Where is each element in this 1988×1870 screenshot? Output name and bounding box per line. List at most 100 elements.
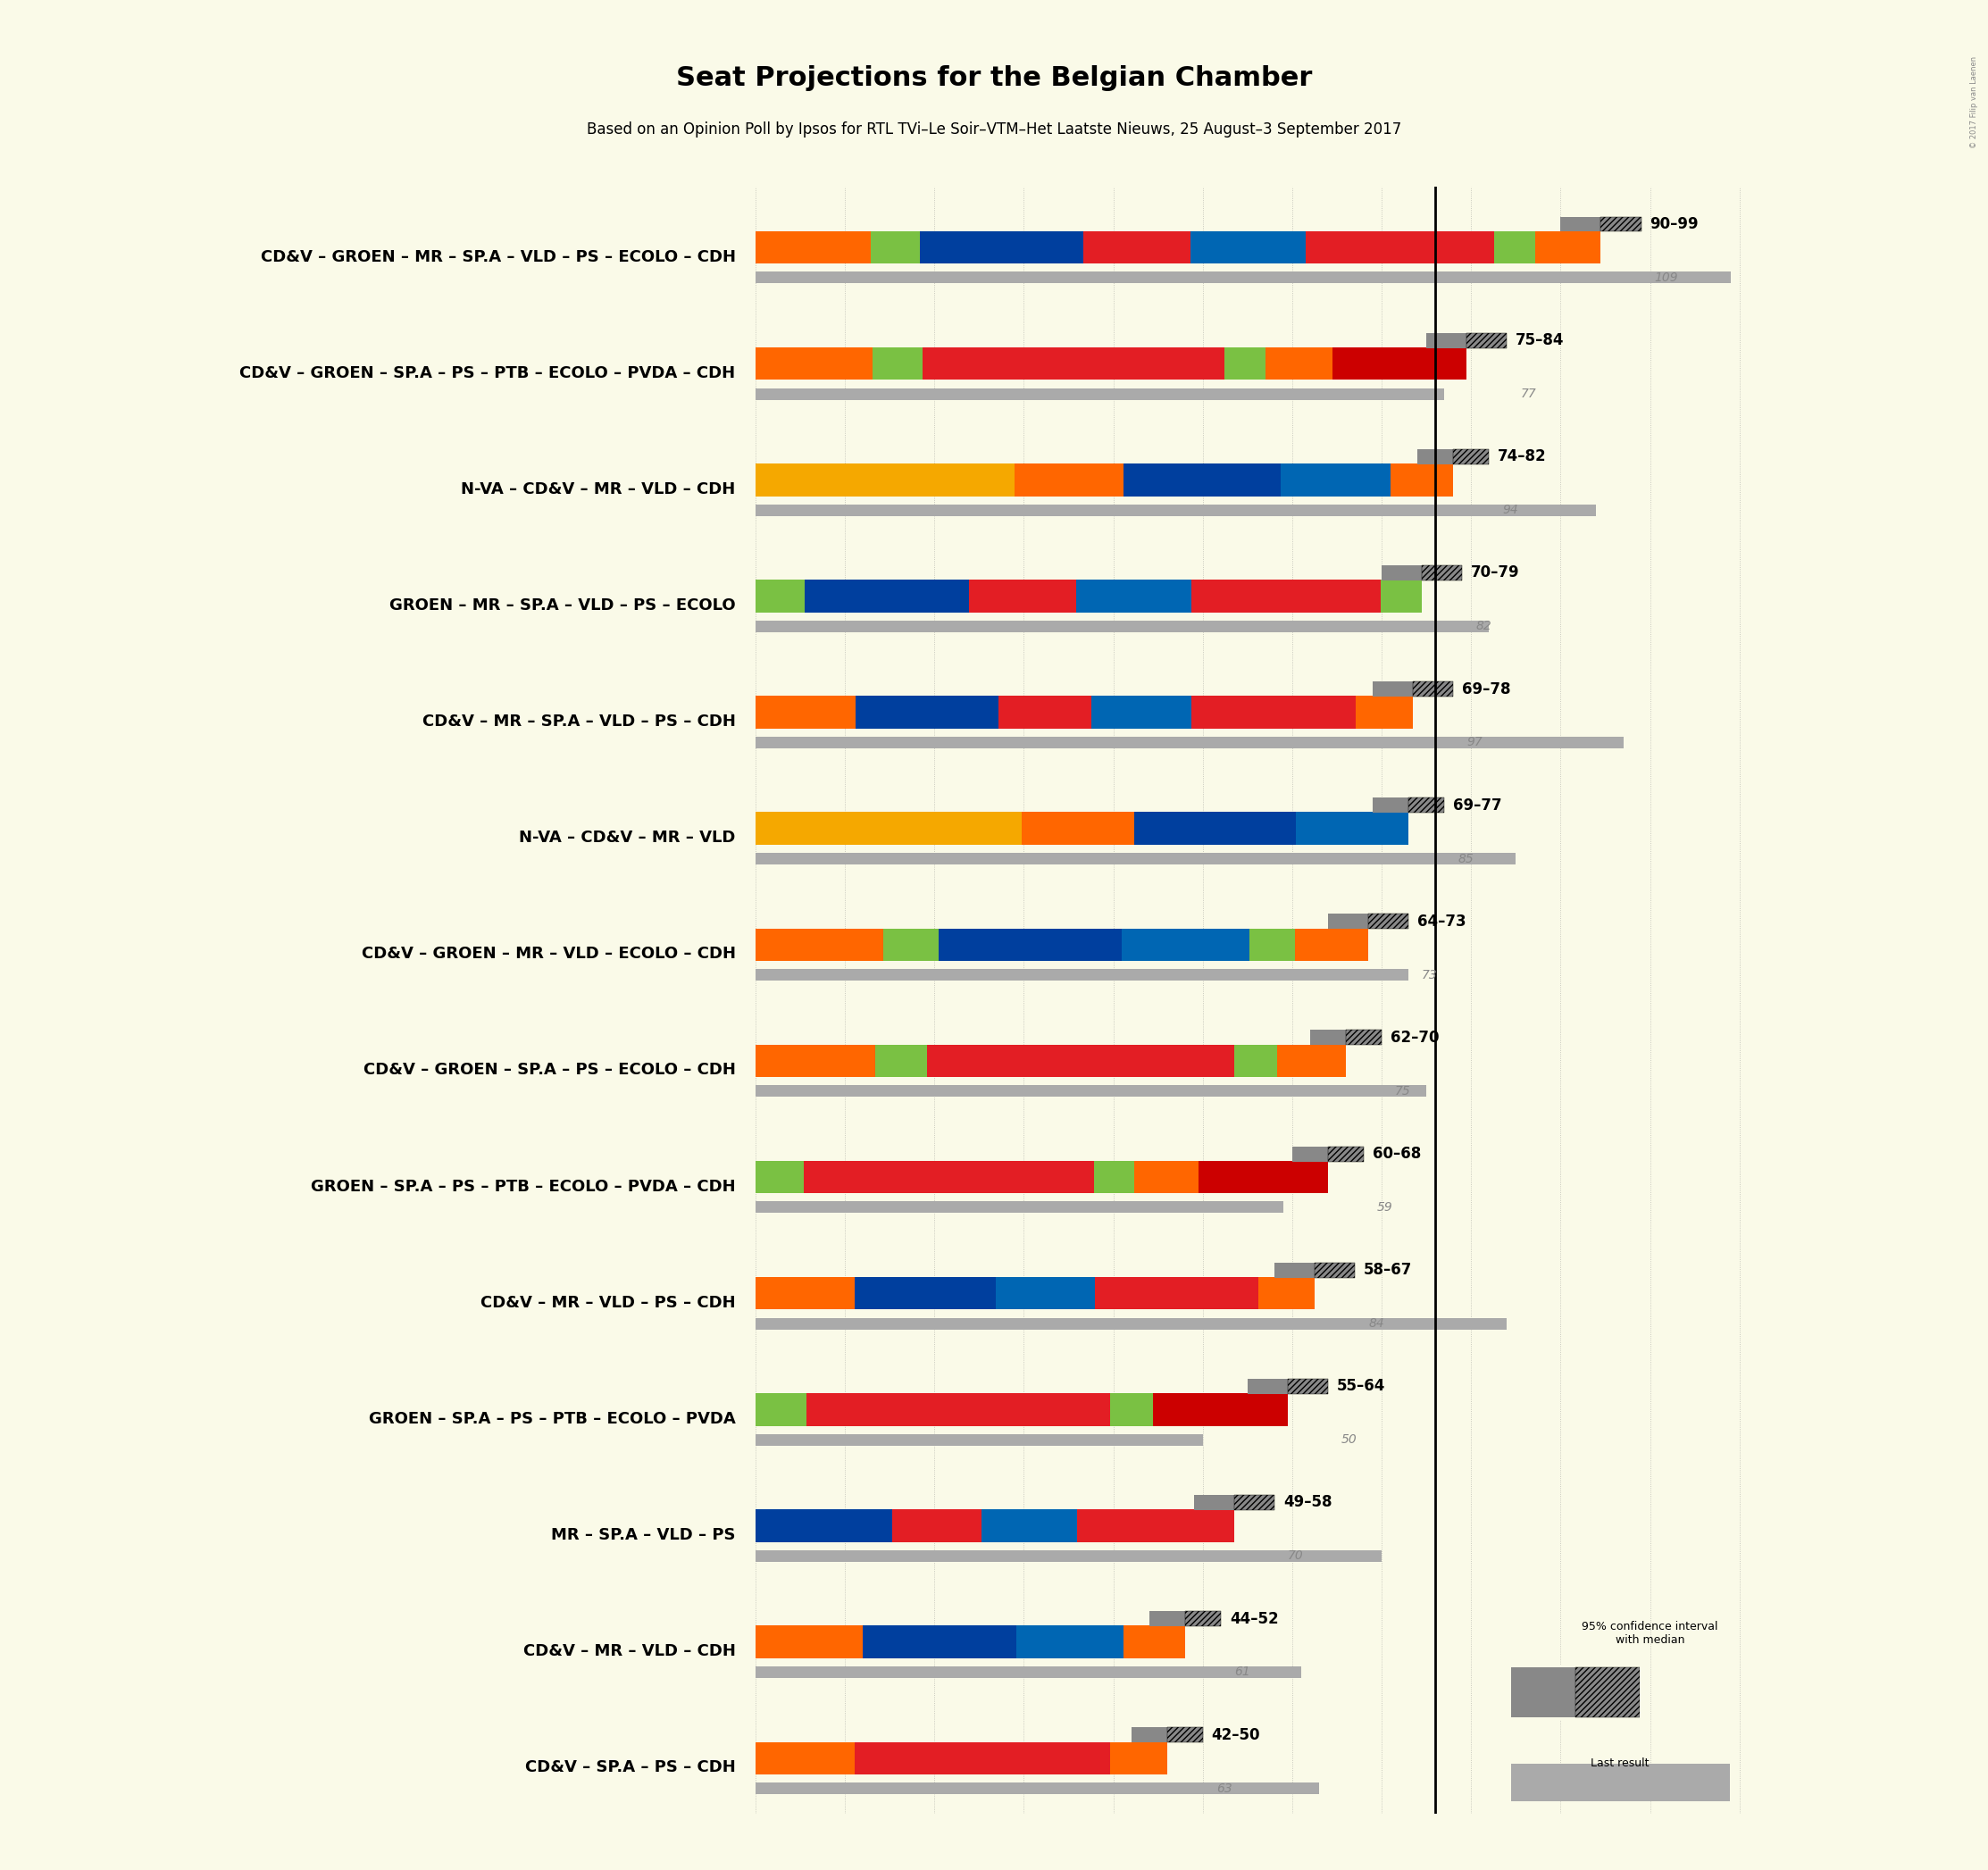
- Bar: [755, 1782, 1320, 1793]
- Bar: [1328, 1146, 1364, 1161]
- Bar: [1346, 1030, 1382, 1045]
- Bar: [1421, 565, 1461, 580]
- Bar: [883, 928, 938, 961]
- Text: 44–52: 44–52: [1229, 1610, 1278, 1627]
- Text: CD&V – MR – VLD – CDH: CD&V – MR – VLD – CDH: [523, 1644, 736, 1659]
- Text: CD&V – GROEN – SP.A – PS – PTB – ECOLO – PVDA – CDH: CD&V – GROEN – SP.A – PS – PTB – ECOLO –…: [241, 365, 736, 381]
- Text: 50: 50: [1342, 1434, 1358, 1446]
- Bar: [1038, 1045, 1235, 1077]
- Text: Last result: Last result: [1590, 1758, 1650, 1769]
- Bar: [1314, 1262, 1356, 1277]
- Text: 63: 63: [1217, 1782, 1233, 1795]
- Text: 69–78: 69–78: [1463, 681, 1511, 698]
- Bar: [871, 232, 920, 264]
- Bar: [1258, 1277, 1314, 1309]
- Bar: [1467, 333, 1507, 348]
- Bar: [755, 348, 873, 380]
- Bar: [938, 928, 1121, 961]
- Bar: [1266, 348, 1332, 380]
- Bar: [1022, 812, 1135, 845]
- Text: 69–77: 69–77: [1453, 797, 1503, 813]
- Bar: [1093, 1161, 1135, 1193]
- Text: 55–64: 55–64: [1338, 1378, 1386, 1395]
- Bar: [755, 1666, 1300, 1677]
- Text: CD&V – MR – VLD – PS – CDH: CD&V – MR – VLD – PS – CDH: [481, 1294, 736, 1311]
- Bar: [1292, 1146, 1328, 1161]
- Bar: [755, 1277, 855, 1309]
- Bar: [755, 812, 1022, 845]
- Bar: [970, 580, 1076, 611]
- Text: Based on an Opinion Poll by Ipsos for RTL TVi–Le Soir–VTM–Het Laatste Nieuws, 25: Based on an Opinion Poll by Ipsos for RT…: [586, 122, 1402, 138]
- Bar: [1199, 1161, 1328, 1193]
- Bar: [803, 1161, 909, 1193]
- Bar: [1511, 1668, 1576, 1717]
- Bar: [1417, 449, 1453, 464]
- Bar: [755, 1202, 1284, 1214]
- Bar: [1123, 1625, 1185, 1659]
- Text: GROEN – SP.A – PS – PTB – ECOLO – PVDA: GROEN – SP.A – PS – PTB – ECOLO – PVDA: [368, 1410, 736, 1427]
- Text: 97: 97: [1467, 737, 1483, 748]
- Bar: [1372, 681, 1413, 696]
- Text: CD&V – GROEN – SP.A – PS – ECOLO – CDH: CD&V – GROEN – SP.A – PS – ECOLO – CDH: [364, 1062, 736, 1079]
- Text: 60–68: 60–68: [1372, 1146, 1421, 1161]
- Bar: [1153, 1393, 1288, 1425]
- Text: 73: 73: [1421, 969, 1437, 982]
- Text: © 2017 Filip van Laenen: © 2017 Filip van Laenen: [1970, 56, 1978, 148]
- Bar: [1306, 232, 1495, 264]
- Bar: [1382, 580, 1421, 611]
- Bar: [755, 580, 805, 611]
- Bar: [1225, 348, 1266, 380]
- Bar: [1409, 798, 1443, 813]
- Bar: [980, 1509, 1077, 1543]
- Bar: [1235, 1494, 1274, 1509]
- Text: 95% confidence interval
with median: 95% confidence interval with median: [1582, 1621, 1718, 1646]
- Bar: [1600, 217, 1642, 232]
- Bar: [909, 1161, 1093, 1193]
- Bar: [755, 1434, 1203, 1446]
- Bar: [855, 1741, 946, 1775]
- Text: MR – SP.A – VLD – PS: MR – SP.A – VLD – PS: [551, 1528, 736, 1543]
- Text: 82: 82: [1475, 621, 1491, 632]
- Text: 85: 85: [1457, 853, 1473, 866]
- Text: 75–84: 75–84: [1515, 333, 1565, 348]
- Bar: [755, 621, 1489, 632]
- Bar: [855, 696, 998, 729]
- Bar: [1121, 928, 1248, 961]
- Bar: [1135, 812, 1296, 845]
- Text: 64–73: 64–73: [1417, 913, 1467, 929]
- Bar: [1278, 1045, 1346, 1077]
- Bar: [855, 1277, 996, 1309]
- Bar: [1600, 217, 1642, 232]
- Bar: [1280, 464, 1390, 496]
- Bar: [755, 1509, 893, 1543]
- Bar: [1296, 812, 1408, 845]
- Bar: [755, 1625, 863, 1659]
- Bar: [1413, 681, 1453, 696]
- Text: 75: 75: [1396, 1085, 1411, 1098]
- Bar: [755, 505, 1596, 516]
- Bar: [1421, 565, 1461, 580]
- Bar: [1109, 1741, 1167, 1775]
- Text: CD&V – SP.A – PS – CDH: CD&V – SP.A – PS – CDH: [525, 1760, 736, 1775]
- Text: 94: 94: [1503, 503, 1519, 516]
- Bar: [1167, 1728, 1203, 1743]
- Bar: [755, 1550, 1382, 1561]
- Bar: [1467, 333, 1507, 348]
- Text: 42–50: 42–50: [1211, 1726, 1260, 1743]
- Bar: [755, 1393, 807, 1425]
- Bar: [1167, 1728, 1203, 1743]
- Bar: [755, 232, 871, 264]
- Bar: [1149, 1612, 1185, 1627]
- Text: 70: 70: [1288, 1550, 1304, 1561]
- Text: 59: 59: [1378, 1201, 1394, 1214]
- Bar: [755, 853, 1515, 864]
- Bar: [1409, 798, 1443, 813]
- Text: 109: 109: [1654, 271, 1678, 284]
- Bar: [1314, 1262, 1356, 1277]
- Bar: [805, 580, 970, 611]
- Bar: [1248, 1378, 1288, 1393]
- Text: CD&V – GROEN – MR – VLD – ECOLO – CDH: CD&V – GROEN – MR – VLD – ECOLO – CDH: [362, 946, 736, 961]
- Bar: [1288, 1378, 1328, 1393]
- Text: 61: 61: [1235, 1666, 1250, 1679]
- Bar: [1576, 1668, 1640, 1717]
